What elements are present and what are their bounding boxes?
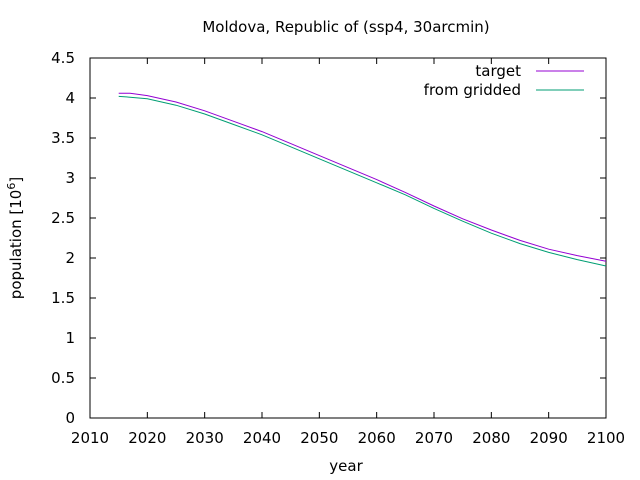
x-tick-label: 2020 <box>128 429 166 447</box>
legend-label-target: target <box>475 62 521 80</box>
y-axis-label-close: ] <box>7 177 25 183</box>
x-axis-label: year <box>329 457 363 475</box>
y-tick-label: 0 <box>65 409 75 427</box>
y-tick-label: 1 <box>65 329 75 347</box>
x-tick-label: 2100 <box>587 429 625 447</box>
y-tick-label: 2 <box>65 249 75 267</box>
x-tick-label: 2090 <box>530 429 568 447</box>
y-axis-ticks: 0 0.5 1 1.5 2 2.5 3 3.5 4 4.5 <box>51 49 606 427</box>
x-tick-label: 2040 <box>243 429 281 447</box>
y-tick-label: 4 <box>65 89 75 107</box>
x-tick-label: 2050 <box>300 429 338 447</box>
y-tick-label: 2.5 <box>51 209 75 227</box>
series-line-target <box>118 92 607 262</box>
y-axis-label-exponent: 6 <box>5 183 18 190</box>
x-tick-label: 2030 <box>186 429 224 447</box>
series-lines <box>118 92 607 267</box>
y-tick-label: 1.5 <box>51 289 75 307</box>
y-tick-label: 3.5 <box>51 129 75 147</box>
x-tick-label: 2080 <box>472 429 510 447</box>
y-axis-label: population [106] <box>5 177 25 299</box>
legend: target from gridded <box>424 62 584 99</box>
chart-title: Moldova, Republic of (ssp4, 30arcmin) <box>202 18 489 36</box>
x-tick-label: 2010 <box>71 429 109 447</box>
plot-frame <box>89 57 607 419</box>
x-axis-ticks: 2010 2020 2030 2040 2050 2060 2070 2080 2090 2100 <box>71 58 625 447</box>
x-tick-label: 2060 <box>358 429 396 447</box>
y-tick-label: 0.5 <box>51 369 75 387</box>
y-tick-label: 4.5 <box>51 49 75 67</box>
y-tick-label: 3 <box>65 169 75 187</box>
x-tick-label: 2070 <box>415 429 453 447</box>
y-axis-label-text: population [10 <box>7 190 25 300</box>
legend-label-from-gridded: from gridded <box>424 81 521 99</box>
series-line-from-gridded <box>118 95 607 267</box>
